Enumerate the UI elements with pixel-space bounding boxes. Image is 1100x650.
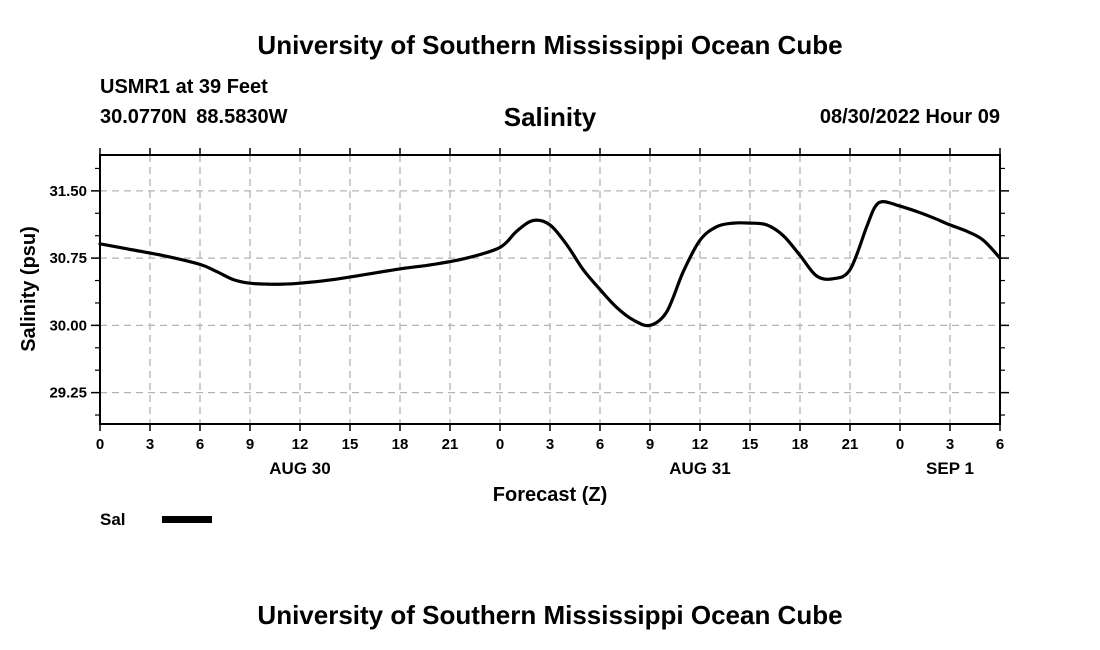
date-label: AUG 31: [669, 459, 730, 478]
chart-title: Salinity: [503, 102, 597, 132]
x-tick-label: 6: [596, 436, 604, 453]
x-tick-label: 0: [96, 436, 104, 453]
y-tick-label: 29.25: [49, 385, 87, 402]
y-axis-label: Salinity (psu): [18, 226, 40, 352]
x-tick-label: 18: [392, 436, 409, 453]
y-tick-label: 30.00: [49, 317, 87, 334]
x-tick-label: 15: [342, 436, 359, 453]
station-name: USMR1 at 39 Feet: [100, 76, 268, 98]
grid-lines: [100, 155, 1000, 424]
salinity-series-line: [98, 200, 1002, 328]
legend-line-swatch: [162, 516, 212, 523]
y-tick-label: 31.50: [49, 183, 87, 200]
forecast-run-time: 08/30/2022 Hour 09: [819, 106, 1000, 128]
x-tick-label: 12: [292, 436, 309, 453]
x-tick-label: 6: [996, 436, 1004, 453]
axis-ticks: [91, 148, 1009, 431]
x-tick-label: 12: [692, 436, 709, 453]
x-tick-label: 9: [646, 436, 654, 453]
y-tick-label: 30.75: [49, 250, 87, 267]
station-coordinates: 30.0770N 88.5830W: [100, 106, 288, 128]
main-title: University of Southern Mississippi Ocean…: [257, 30, 843, 60]
x-axis-label: Forecast (Z): [493, 484, 607, 506]
x-tick-label: 3: [946, 436, 954, 453]
x-tick-label: 3: [146, 436, 154, 453]
x-tick-label: 21: [442, 436, 459, 453]
x-tick-label: 9: [246, 436, 254, 453]
x-tick-label: 0: [896, 436, 904, 453]
date-label: SEP 1: [926, 459, 974, 478]
x-tick-label: 3: [546, 436, 554, 453]
x-tick-label: 15: [742, 436, 759, 453]
tick-labels: 0 3 6 9 12 15 18 21 0 3 6 9 12 15 18 21 0 3 6 AUG 30 AUG 31 S…: [49, 183, 1004, 478]
x-tick-label: 6: [196, 436, 204, 453]
plot-frame: [99, 154, 1001, 425]
x-tick-label: 18: [792, 436, 809, 453]
legend-label: Sal: [100, 510, 126, 529]
date-label: AUG 30: [269, 459, 330, 478]
footer-title: University of Southern Mississippi Ocean…: [257, 600, 843, 630]
x-tick-label: 0: [496, 436, 504, 453]
x-tick-label: 21: [842, 436, 859, 453]
